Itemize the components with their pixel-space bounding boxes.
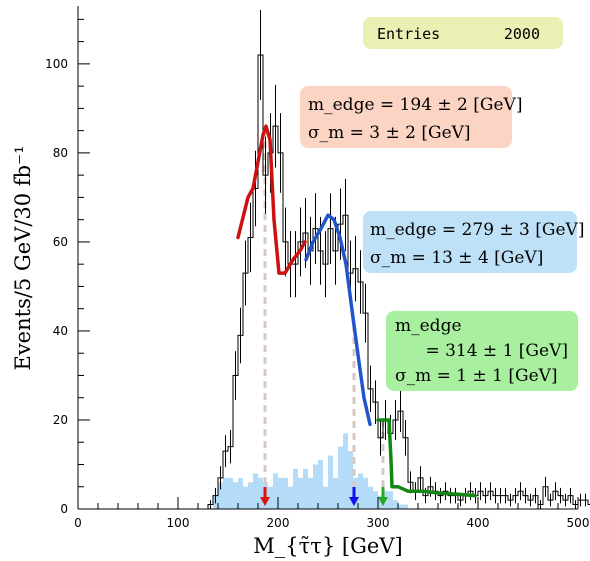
x-tick-label: 0	[74, 516, 82, 530]
fit-annotation-3-line-1: m_edge	[395, 316, 462, 336]
fit-annotation-2: m_edge = 279 ± 3 [GeV] σ_m = 13 ± 4 [GeV…	[363, 211, 584, 273]
y-tick-label: 60	[53, 235, 68, 249]
shaded-bin	[348, 451, 353, 509]
y-tick-label: 100	[45, 57, 68, 71]
shaded-bin	[338, 446, 343, 509]
y-tick-label: 80	[53, 146, 68, 160]
shaded-bin	[323, 486, 328, 509]
fit-annotation-2-line-2: σ_m = 13 ± 4 [GeV]	[370, 248, 543, 268]
fit-curve	[376, 418, 477, 498]
fit-annotation-3-bg	[386, 311, 578, 391]
edge-arrow-head	[378, 497, 388, 506]
fit-annotation-1-line-2: σ_m = 3 ± 2 [GeV]	[308, 123, 471, 143]
shaded-bin	[318, 460, 323, 509]
shaded-bin	[233, 482, 238, 509]
shaded-bin	[333, 477, 338, 509]
shaded-bin	[303, 468, 308, 509]
axes: 0 100 200 300 400 500 0 20 40 60 80 100	[45, 6, 589, 530]
shaded-bin	[243, 486, 248, 509]
fit-curve	[304, 213, 372, 427]
shaded-bin	[373, 491, 378, 509]
histogram-outline	[207, 54, 590, 509]
shaded-bin	[223, 477, 228, 509]
fit-annotation-3: m_edge = 314 ± 1 [GeV] σ_m = 1 ± 1 [GeV]	[386, 311, 578, 391]
shaded-bin	[358, 473, 363, 509]
x-tick-label: 300	[367, 516, 390, 530]
shaded-bin	[278, 477, 283, 509]
shaded-bin	[378, 495, 383, 509]
shaded-bin	[283, 477, 288, 509]
shaded-bin	[403, 504, 408, 509]
shaded-bin	[248, 482, 253, 509]
fit-annotation-1-line-1: m_edge = 194 ± 2 [GeV]	[308, 95, 522, 115]
x-tick-label: 100	[167, 516, 190, 530]
x-tick-label: 500	[567, 516, 590, 530]
shaded-bin	[238, 477, 243, 509]
shaded-bin	[368, 486, 373, 509]
shaded-bin	[258, 477, 263, 509]
y-tick-label: 40	[53, 324, 68, 338]
shaded-bin	[343, 433, 348, 509]
y-tick-label: 0	[60, 502, 68, 516]
shaded-bin	[273, 473, 278, 509]
stats-box: Entries 2000	[363, 17, 563, 49]
stats-box-bg	[363, 17, 563, 49]
shaded-bin	[313, 464, 318, 509]
y-axis-title: Events/5 GeV/30 fb⁻¹	[11, 145, 35, 370]
x-tick-label: 200	[267, 516, 290, 530]
stats-entries-label: Entries	[377, 25, 440, 43]
fit-annotation-3-line-2: = 314 ± 1 [GeV]	[425, 341, 568, 361]
shaded-bin	[253, 473, 258, 509]
shaded-bin	[218, 482, 223, 509]
fit-curves	[236, 124, 477, 498]
edge-arrow-head	[260, 497, 270, 506]
fit-curve	[236, 124, 307, 275]
shaded-bin	[298, 477, 303, 509]
shaded-bin	[363, 477, 368, 509]
y-tick-label: 20	[53, 413, 68, 427]
shaded-bin	[388, 491, 393, 509]
shaded-bin	[308, 477, 313, 509]
shaded-bin	[398, 504, 403, 509]
shaded-bin	[288, 486, 293, 509]
shaded-bin	[268, 486, 273, 509]
x-tick-label: 400	[467, 516, 490, 530]
shaded-bin	[228, 477, 233, 509]
fit-annotation-2-bg	[363, 211, 577, 273]
fit-annotation-3-line-3: σ_m = 1 ± 1 [GeV]	[395, 366, 558, 386]
edge-arrow-head	[349, 497, 359, 506]
shaded-bin	[393, 500, 398, 509]
shaded-bin	[293, 468, 298, 509]
fit-annotation-1: m_edge = 194 ± 2 [GeV] σ_m = 3 ± 2 [GeV]	[300, 86, 522, 148]
fit-annotation-2-line-1: m_edge = 279 ± 3 [GeV]	[370, 220, 584, 240]
x-axis-title: M_{τ̃τ} [GeV]	[253, 534, 402, 558]
stats-entries-value: 2000	[504, 25, 540, 43]
fit-annotation-1-bg	[300, 86, 512, 148]
shaded-bin	[328, 455, 333, 509]
